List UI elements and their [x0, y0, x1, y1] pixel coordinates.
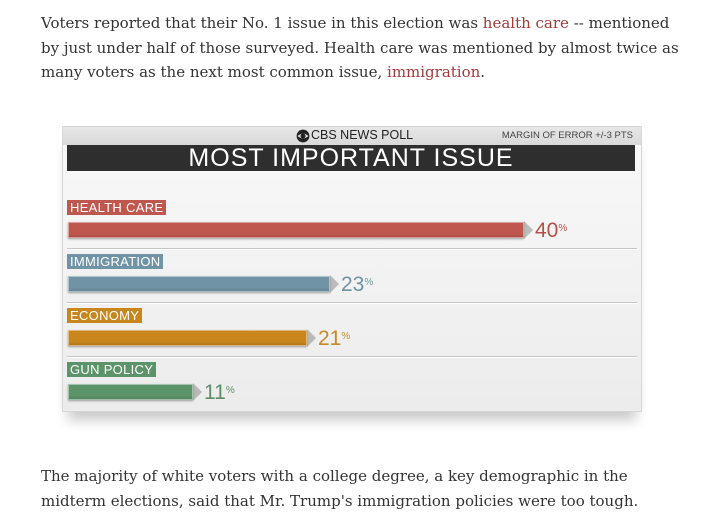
percent-sign: % [225, 385, 235, 396]
immigration-link[interactable]: immigration [387, 63, 481, 81]
title-bar: MOST IMPORTANT ISSUE [67, 145, 635, 171]
value-label-immigration: 23% [341, 274, 373, 296]
chart-title: MOST IMPORTANT ISSUE [188, 145, 514, 171]
value-number: 11 [204, 381, 226, 404]
health-care-link[interactable]: health care [482, 14, 569, 32]
row-divider [67, 356, 637, 358]
category-label-economy: ECONOMY [67, 308, 143, 323]
cbs-eye-logo-icon [296, 129, 310, 143]
bar-gun-policy [68, 384, 193, 400]
percent-sign: % [558, 223, 568, 234]
bar-tip-gun-policy [193, 383, 202, 401]
margin-of-error-label: MARGIN OF ERROR +/-3 PTS [501, 130, 633, 141]
intro-text-after: . [480, 63, 486, 81]
bar-tip-health-care [524, 221, 533, 239]
value-number: 40 [535, 219, 559, 242]
value-number: 21 [318, 327, 342, 350]
intro-text-middle: -- mentioned by just under half of those… [41, 14, 679, 81]
intro-text-before: Voters reported that their No. 1 issue i… [41, 14, 483, 32]
value-label-health-care: 40% [535, 220, 567, 242]
bar-tip-immigration [330, 275, 339, 293]
poll-graphic: CBS NEWS POLL MARGIN OF ERROR +/-3 PTS M… [62, 126, 642, 412]
percent-sign: % [364, 277, 374, 288]
bar-immigration [68, 276, 330, 292]
value-label-gun-policy: 11% [204, 382, 235, 404]
value-label-economy: 21% [318, 328, 350, 350]
bar-tip-economy [307, 329, 316, 347]
percent-sign: % [341, 331, 351, 342]
outro-paragraph: The majority of white voters with a coll… [41, 467, 639, 510]
intro-paragraph: Voters reported that their No. 1 issue i… [41, 11, 681, 85]
graphic-header: CBS NEWS POLL MARGIN OF ERROR +/-3 PTS [63, 127, 641, 145]
row-divider [67, 302, 637, 304]
category-label-immigration: IMMIGRATION [67, 254, 164, 269]
row-divider [67, 248, 637, 250]
bar-health-care [68, 222, 524, 238]
bar-economy [68, 330, 307, 346]
value-number: 23 [341, 273, 365, 296]
poll-source-label: CBS NEWS POLL [311, 128, 414, 142]
category-label-health-care: HEALTH CARE [67, 200, 167, 215]
category-label-gun-policy: GUN POLICY [67, 362, 157, 377]
